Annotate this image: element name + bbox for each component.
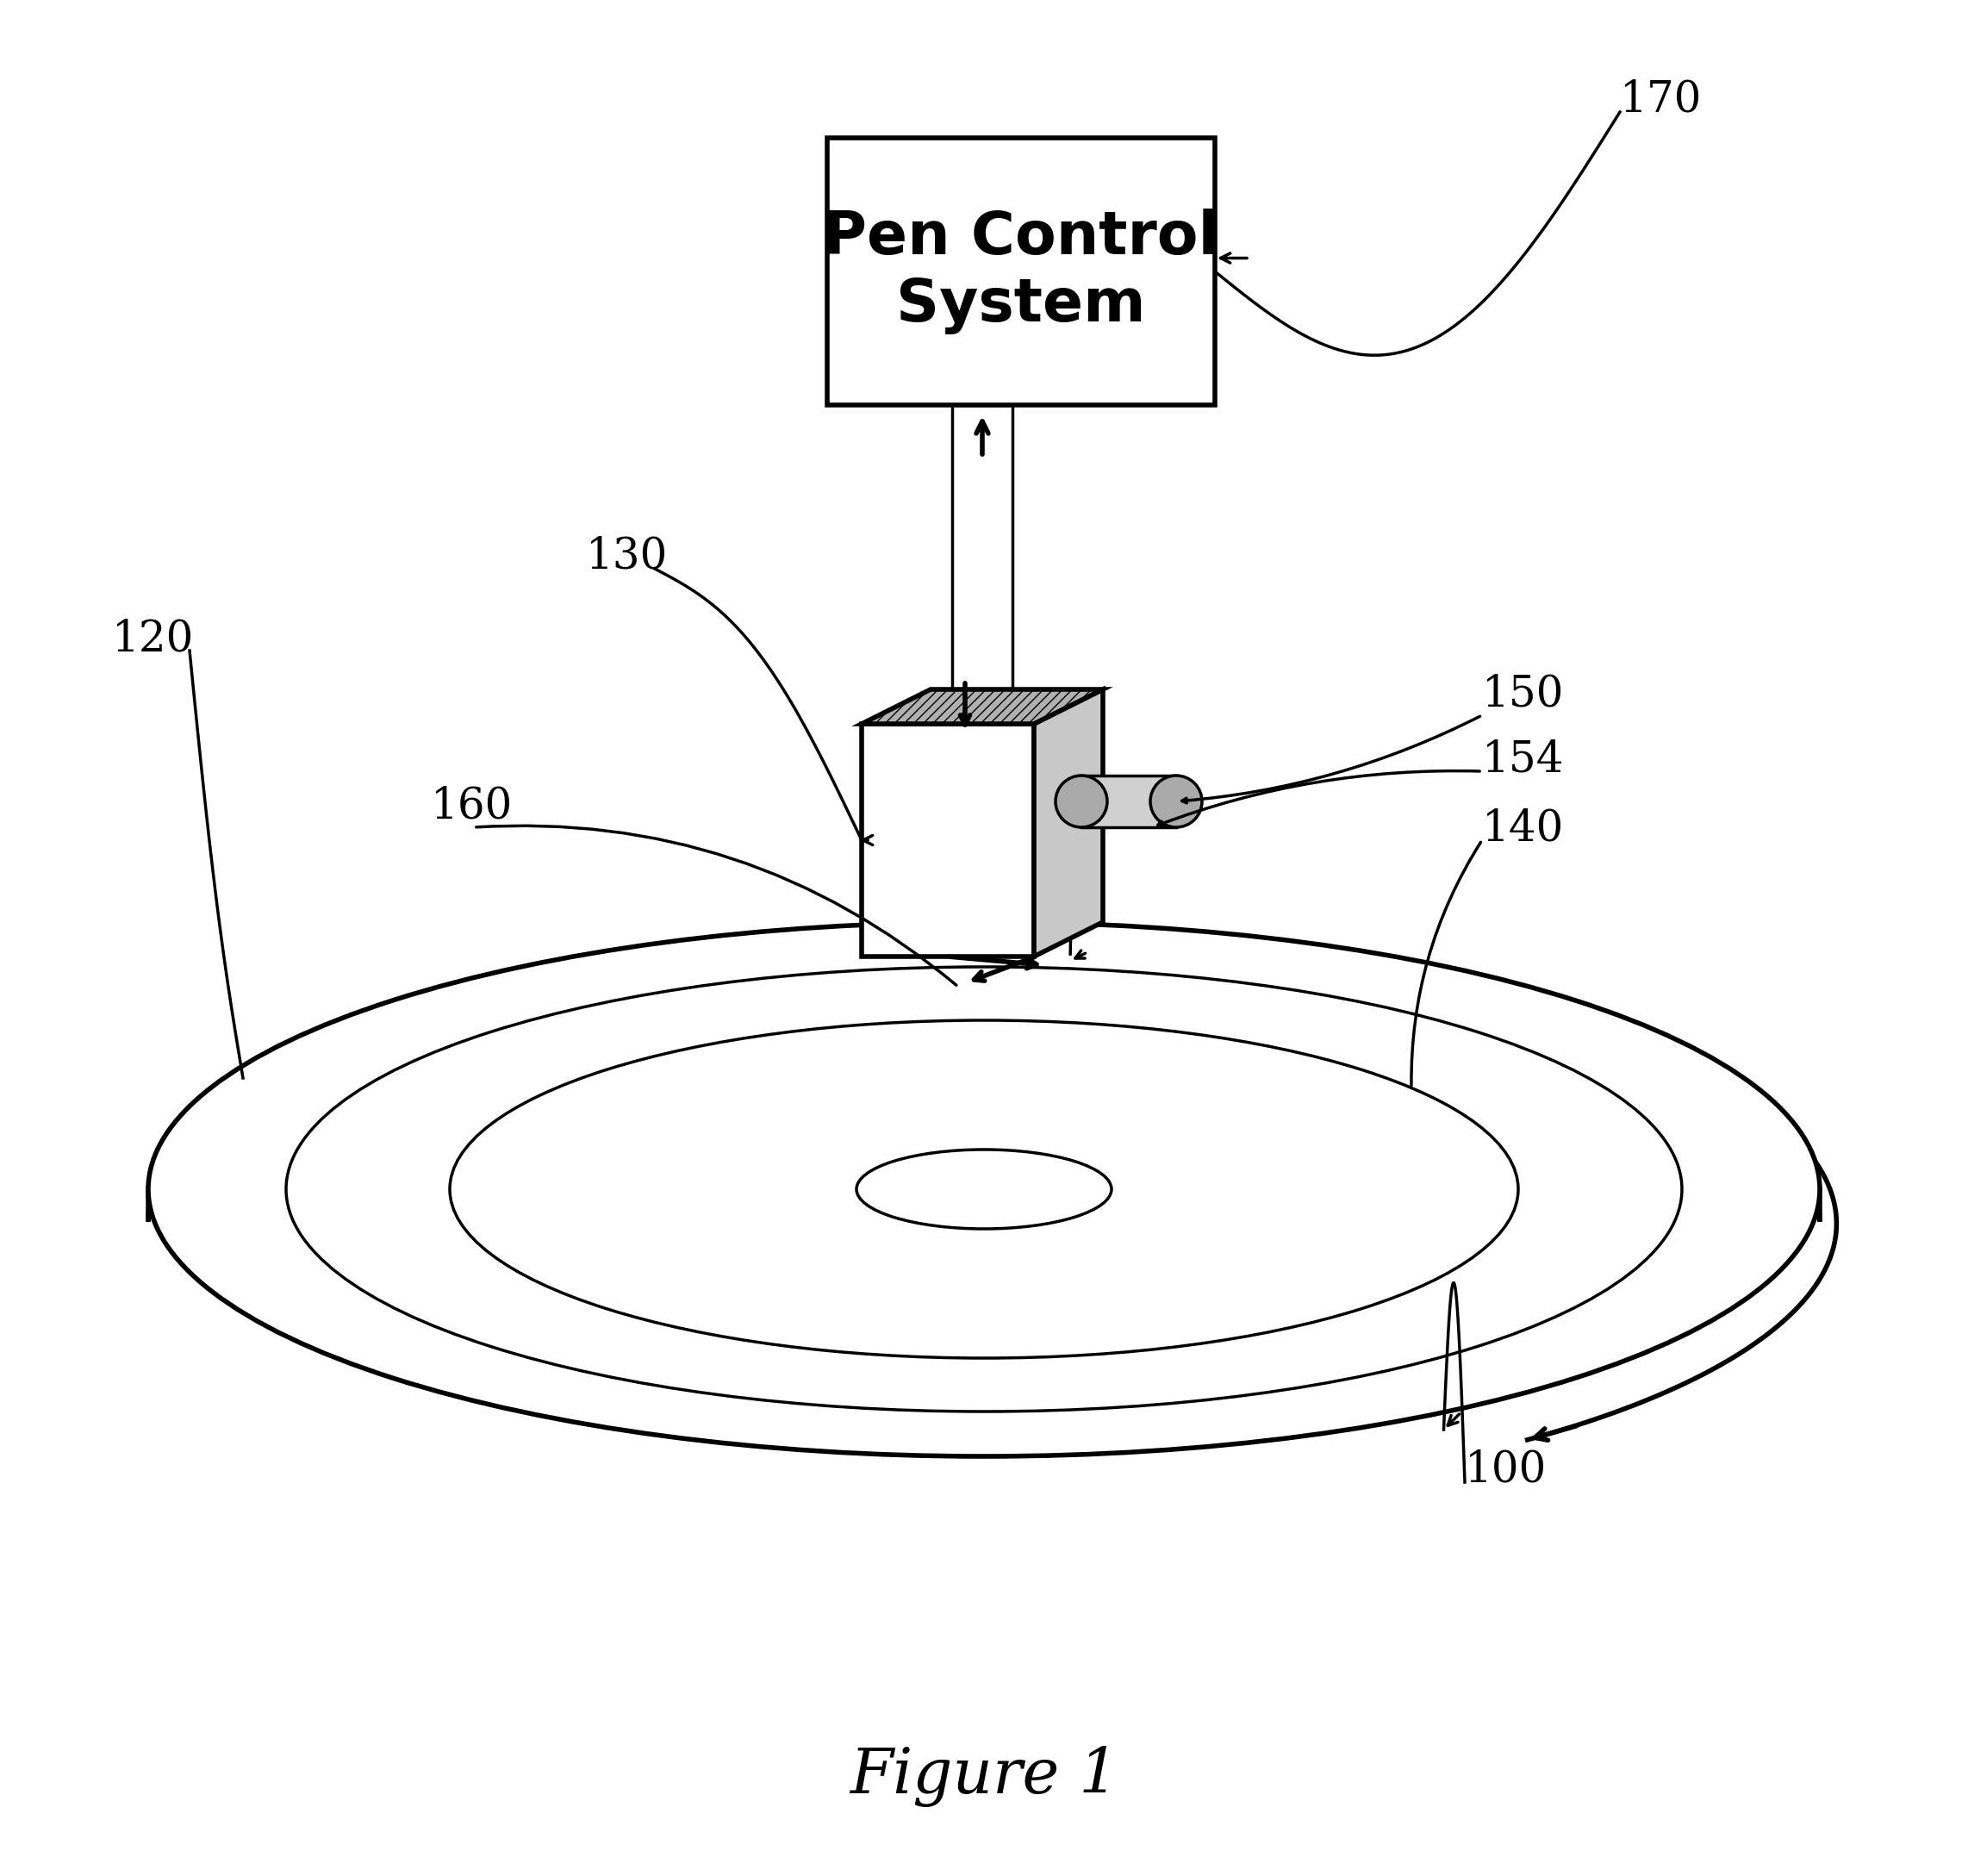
FancyBboxPatch shape bbox=[827, 137, 1214, 405]
Text: 160: 160 bbox=[431, 786, 514, 827]
Text: Pen Control
System: Pen Control System bbox=[823, 208, 1218, 334]
Ellipse shape bbox=[1055, 775, 1108, 827]
Ellipse shape bbox=[451, 1021, 1517, 1358]
Text: 154: 154 bbox=[1482, 737, 1565, 780]
Text: 150: 150 bbox=[1482, 673, 1565, 717]
Text: 130: 130 bbox=[586, 537, 667, 578]
Polygon shape bbox=[1080, 775, 1177, 827]
Ellipse shape bbox=[856, 1150, 1112, 1229]
Text: Figure 1: Figure 1 bbox=[850, 1747, 1118, 1807]
Polygon shape bbox=[862, 688, 1102, 724]
Text: 140: 140 bbox=[1482, 807, 1565, 850]
Ellipse shape bbox=[148, 923, 1820, 1456]
Text: 100: 100 bbox=[1464, 1448, 1547, 1491]
Ellipse shape bbox=[285, 966, 1683, 1411]
Ellipse shape bbox=[1151, 775, 1202, 827]
Text: 170: 170 bbox=[1620, 79, 1702, 122]
Polygon shape bbox=[862, 724, 1033, 957]
Polygon shape bbox=[1033, 688, 1102, 957]
Text: 120: 120 bbox=[112, 617, 195, 660]
